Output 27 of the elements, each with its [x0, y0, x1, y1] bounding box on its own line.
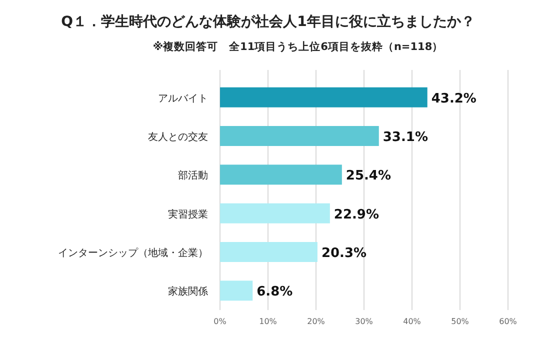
- y-tick-label: 友人との交友: [148, 131, 208, 143]
- x-tick-label: 10%: [259, 317, 278, 326]
- bar: [220, 164, 342, 185]
- data-label: 33.1%: [382, 130, 428, 145]
- data-label: 25.4%: [346, 168, 392, 184]
- chart-title: Q１．学生時代のどんな体験が社会人1年目に役に立ちましたか？: [61, 13, 475, 30]
- y-tick-label: 家族関係: [168, 286, 208, 298]
- x-tick-label: 50%: [451, 317, 470, 326]
- x-tick-label: 60%: [499, 317, 518, 326]
- chart-subtitle: ※複数回答可 全11項目うち上位6項目を抜粋（n=118）: [152, 40, 444, 53]
- bar: [220, 242, 318, 262]
- x-tick-label: 30%: [355, 317, 374, 326]
- x-tick-label: 40%: [403, 317, 422, 326]
- bar: [220, 87, 428, 108]
- y-tick-label: アルバイト: [158, 93, 208, 104]
- data-label: 22.9%: [334, 207, 380, 222]
- data-label: 20.3%: [321, 246, 367, 261]
- y-tick-label: 実習授業: [168, 208, 208, 220]
- y-tick-label: 部活動: [178, 170, 208, 182]
- data-label: 6.8%: [256, 284, 293, 300]
- data-label: 43.2%: [431, 91, 476, 106]
- bar: [220, 280, 253, 301]
- x-tick-label: 20%: [307, 317, 326, 326]
- x-tick-label: 0%: [214, 317, 227, 326]
- bar: [220, 126, 379, 146]
- bar: [220, 203, 330, 224]
- y-tick-label: インターンシップ（地域・企業）: [58, 247, 208, 259]
